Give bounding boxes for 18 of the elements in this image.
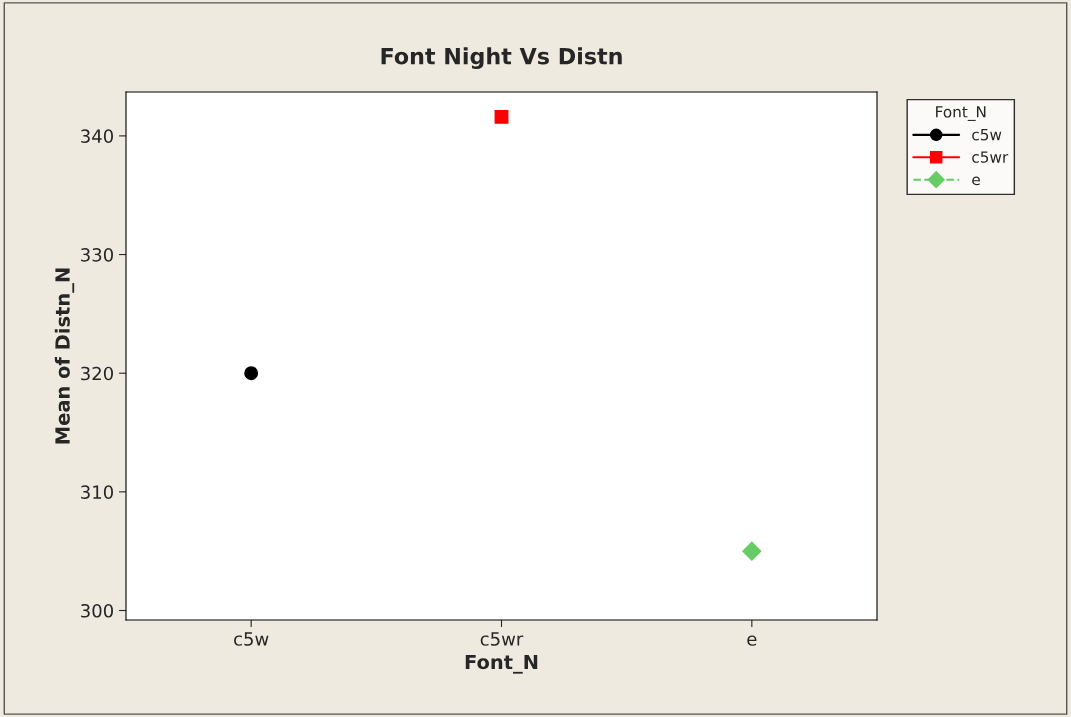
point (742, 541, 762, 561)
y-axis-title: Mean of Distn_N (54, 268, 75, 444)
x-tick-label: c5wr (480, 632, 524, 646)
legend-label: c5w (972, 129, 1002, 141)
x-tick-label: c5w (234, 632, 269, 646)
x-axis-title: Font_N (465, 654, 538, 674)
y-tick-label: 310 (81, 485, 113, 499)
y-tick-label: 340 (81, 129, 113, 144)
point (494, 109, 509, 124)
legend-label: e (972, 176, 980, 186)
y-tick-label: 320 (81, 366, 113, 381)
y-tick-label: 300 (81, 603, 113, 618)
legend-title: Font_N (936, 106, 986, 121)
y-tick-label: 330 (81, 248, 113, 262)
legend-label: c5wr (972, 151, 1009, 163)
chart-title: Font Night Vs Distn (381, 47, 622, 70)
x-tick-label: e (747, 635, 757, 646)
point (244, 366, 259, 381)
